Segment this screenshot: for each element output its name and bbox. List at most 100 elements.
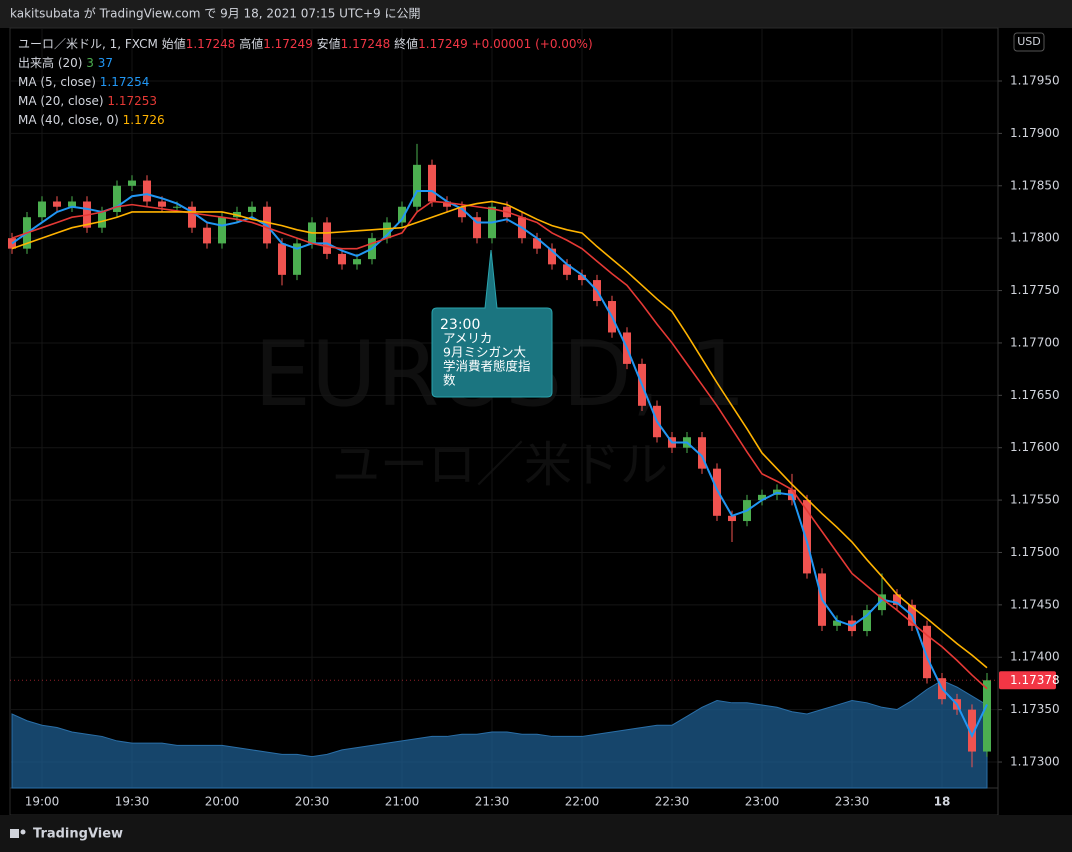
legend-row: 出来高 (20) 3 37 [18, 54, 593, 73]
legend-row: MA (20, close) 1.17253 [18, 92, 593, 111]
y-tick-label: 1.17650 [1010, 388, 1060, 402]
chart-panel [9, 27, 999, 816]
last-price-box [999, 671, 1056, 690]
candle-body [203, 227, 211, 244]
y-tick-label: 1.17550 [1010, 493, 1060, 507]
candle-body [443, 201, 451, 207]
candle-body [713, 468, 721, 516]
ohlc-value: 1.17249 [263, 37, 313, 51]
candle-body [38, 201, 46, 218]
candle-body [968, 709, 976, 752]
x-tick-label: 21:30 [475, 795, 510, 809]
y-tick-label: 1.17900 [1010, 126, 1060, 140]
x-tick-label: 19:00 [25, 795, 60, 809]
ohlc-label: 高値 [239, 37, 264, 51]
legend-row: ユーロ／米ドル, 1, FXCM 始値1.17248 高値1.17249 安値1… [18, 35, 593, 54]
candle-body [458, 206, 466, 218]
legend-value: 3 [86, 56, 94, 70]
candle-body [278, 243, 286, 275]
y-tick-label: 1.17350 [1010, 702, 1060, 716]
plot: EURUSD, 1ユーロ／米ドル1.173001.173501.174001.1… [8, 28, 1060, 815]
candle-body [173, 206, 181, 208]
candle-body [833, 620, 841, 626]
candle-body [188, 206, 196, 228]
change: +0.00001 (+0.00%) [471, 37, 593, 51]
candle-body [578, 274, 586, 281]
ohlc-label: 始値 [161, 37, 186, 51]
y-tick-label: 1.17300 [1010, 755, 1060, 769]
candle-body [473, 217, 481, 239]
footer-brand: TradingView [33, 827, 123, 842]
legend: ユーロ／米ドル, 1, FXCM 始値1.17248 高値1.17249 安値1… [18, 35, 593, 130]
y-tick-label: 1.17750 [1010, 283, 1060, 297]
annotation-text: アメリカ [443, 331, 492, 346]
currency-label: USD [1017, 35, 1041, 48]
candle-body [548, 248, 556, 265]
annotation-text: 数 [443, 373, 456, 388]
watermark: ユーロ／米ドル [332, 437, 668, 493]
legend-name: MA (20, close) [18, 94, 104, 108]
header-text: kakitsubata が TradingView.com で 9月 18, 2… [10, 6, 420, 21]
legend-value: 37 [97, 56, 114, 70]
candle-body [248, 206, 256, 212]
ohlc-value: 1.17248 [340, 37, 391, 51]
logo-mark [10, 829, 19, 838]
candle-body [413, 164, 421, 207]
legend-name: MA (40, close, 0) [18, 113, 119, 127]
x-tick-label: 23:30 [835, 795, 870, 809]
candle-body [698, 437, 706, 469]
candle-body [113, 185, 121, 212]
currency-box [1013, 32, 1045, 52]
ohlc-value: 1.17248 [185, 37, 236, 51]
candle-body [383, 222, 391, 239]
legend-row: MA (5, close) 1.17254 [18, 73, 593, 92]
x-tick-label: 18 [934, 795, 951, 809]
y-tick-label: 1.17600 [1010, 440, 1060, 454]
candle-body [218, 217, 226, 244]
candle-body [758, 494, 766, 501]
annotation-box [431, 249, 553, 398]
legend-value: 1.17254 [99, 75, 150, 89]
legend-name: 出来高 (20) [18, 56, 83, 70]
y-tick-label: 1.17500 [1010, 545, 1060, 559]
legend-name: MA (5, close) [18, 75, 96, 89]
y-tick-label: 1.17400 [1010, 650, 1060, 664]
candle-body [923, 625, 931, 679]
annotation-text: 9月ミシガン大 [443, 345, 526, 360]
y-tick-label: 1.17950 [1010, 74, 1060, 88]
candle-body [728, 515, 736, 522]
x-tick-label: 23:00 [745, 795, 780, 809]
footer-bar [0, 815, 1072, 852]
candle-body [353, 259, 361, 265]
y-tick-label: 1.17800 [1010, 231, 1060, 245]
annotation-text: 学消費者態度指 [443, 359, 531, 374]
candle-body [53, 201, 61, 207]
x-tick-label: 21:00 [385, 795, 420, 809]
candle-body [128, 180, 136, 186]
logo-dot [20, 829, 26, 835]
candle-body [398, 206, 406, 223]
volume-area [11, 679, 988, 789]
x-tick-label: 20:00 [205, 795, 240, 809]
x-tick-label: 22:00 [565, 795, 600, 809]
legend-value: 1.17253 [107, 94, 157, 108]
x-tick-label: 20:30 [295, 795, 330, 809]
ma-line [11, 200, 988, 690]
annotation-text: 23:00 [440, 317, 480, 333]
candle-body [863, 610, 871, 632]
x-tick-label: 19:30 [115, 795, 150, 809]
candle-body [338, 253, 346, 265]
candle-body [98, 211, 106, 228]
ohlc-label: 安値 [316, 37, 341, 51]
y-tick-label: 1.17850 [1010, 178, 1060, 192]
candle-body [293, 243, 301, 275]
ma-line [11, 200, 988, 669]
ma-line [11, 190, 988, 739]
candle-body [563, 264, 571, 275]
candle-body [323, 222, 331, 254]
ohlc-value: 1.17249 [418, 37, 468, 51]
candle-body [68, 201, 76, 207]
candle-body [533, 238, 541, 249]
last-price-label: 1.17378 [1010, 673, 1060, 687]
